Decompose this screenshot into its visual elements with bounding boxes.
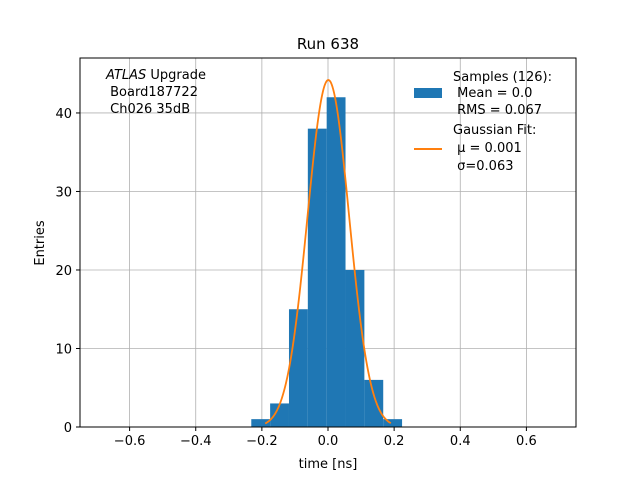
x-tick-label: 0.2 (384, 434, 405, 449)
annotation-line-3: Ch026 35dB (106, 102, 190, 117)
legend-swatch-samples (414, 88, 442, 98)
x-tick-label: −0.4 (180, 434, 212, 449)
legend-fit-line-3: σ=0.063 (453, 159, 513, 174)
legend-fit-line-2: μ = 0.001 (453, 141, 522, 156)
histogram-bar (270, 403, 289, 427)
histogram-bar (364, 379, 384, 427)
fit-curve (264, 79, 392, 425)
x-tick-label: 0.6 (516, 434, 537, 449)
x-tick-label: −0.6 (114, 434, 146, 449)
histogram-bar (288, 309, 308, 427)
legend-samples-line-1: Samples (126): (453, 70, 552, 85)
y-tick-label: 40 (55, 107, 72, 122)
gaussian-fit (264, 79, 392, 425)
chart-title: Run 638 (297, 35, 359, 53)
histogram-bars (251, 97, 403, 428)
x-axis-label: time [ns] (299, 457, 358, 472)
histogram-bar (307, 128, 327, 427)
y-axis-ticks: 0 10 20 30 40 (55, 107, 80, 436)
atlas-annotation: ATLAS Upgrade Board187722 Ch026 35dB (105, 68, 206, 117)
histogram-bar (383, 419, 403, 427)
x-axis-ticks: −0.6 −0.4 −0.2 0.0 0.2 0.4 0.6 (114, 427, 537, 449)
x-tick-label: −0.2 (246, 434, 278, 449)
x-tick-label: 0.0 (318, 434, 339, 449)
y-axis-label: Entries (33, 220, 48, 266)
histogram-bar (251, 419, 271, 427)
annotation-rest: Upgrade (146, 68, 206, 83)
y-tick-label: 20 (55, 264, 72, 279)
legend: Samples (126): Mean = 0.0 RMS = 0.067 Ga… (414, 70, 552, 174)
annotation-line-1: ATLAS Upgrade (105, 68, 206, 83)
y-tick-label: 0 (64, 421, 72, 436)
y-tick-label: 10 (55, 342, 72, 357)
legend-samples-line-3: RMS = 0.067 (453, 103, 542, 118)
annotation-italic: ATLAS (105, 68, 146, 83)
legend-fit-line-1: Gaussian Fit: (453, 123, 536, 138)
y-tick-label: 30 (55, 185, 72, 200)
x-tick-label: 0.4 (450, 434, 471, 449)
histogram-bar (326, 97, 346, 428)
legend-samples-line-2: Mean = 0.0 (453, 86, 532, 101)
histogram-bar (345, 269, 365, 427)
annotation-line-2: Board187722 (106, 85, 198, 100)
